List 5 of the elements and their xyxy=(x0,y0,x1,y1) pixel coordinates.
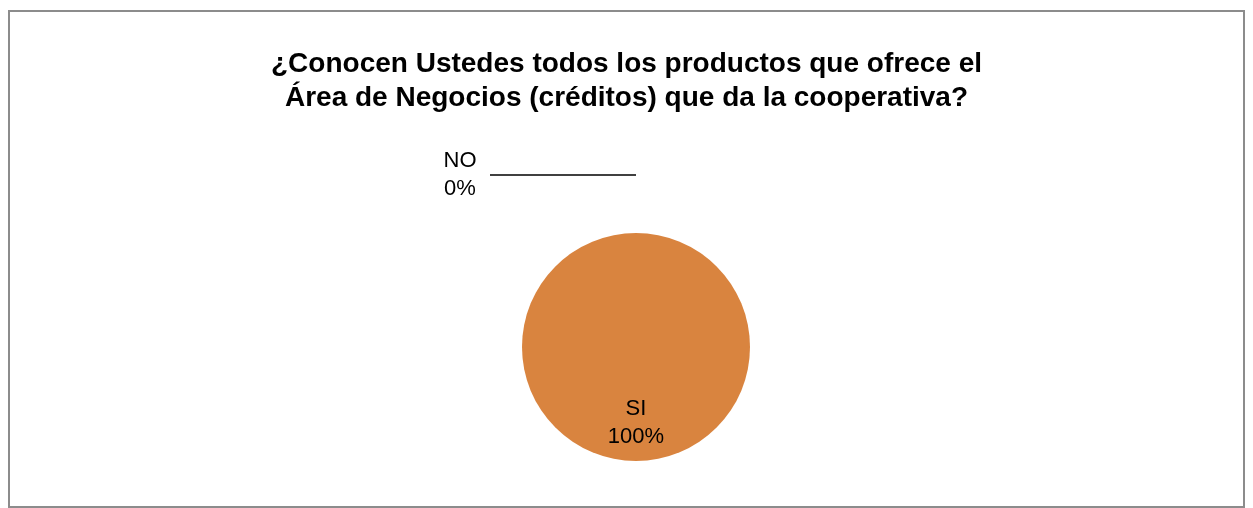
data-label: 100% xyxy=(607,423,665,448)
chart-title: ¿Conocen Ustedes todos los productos que ofrece el Área de Negocios (créditos) que da la cooperativa? xyxy=(271,47,982,112)
text: 0% xyxy=(444,175,476,200)
category-label: NO xyxy=(443,147,477,172)
slice-label: SI xyxy=(625,395,647,420)
